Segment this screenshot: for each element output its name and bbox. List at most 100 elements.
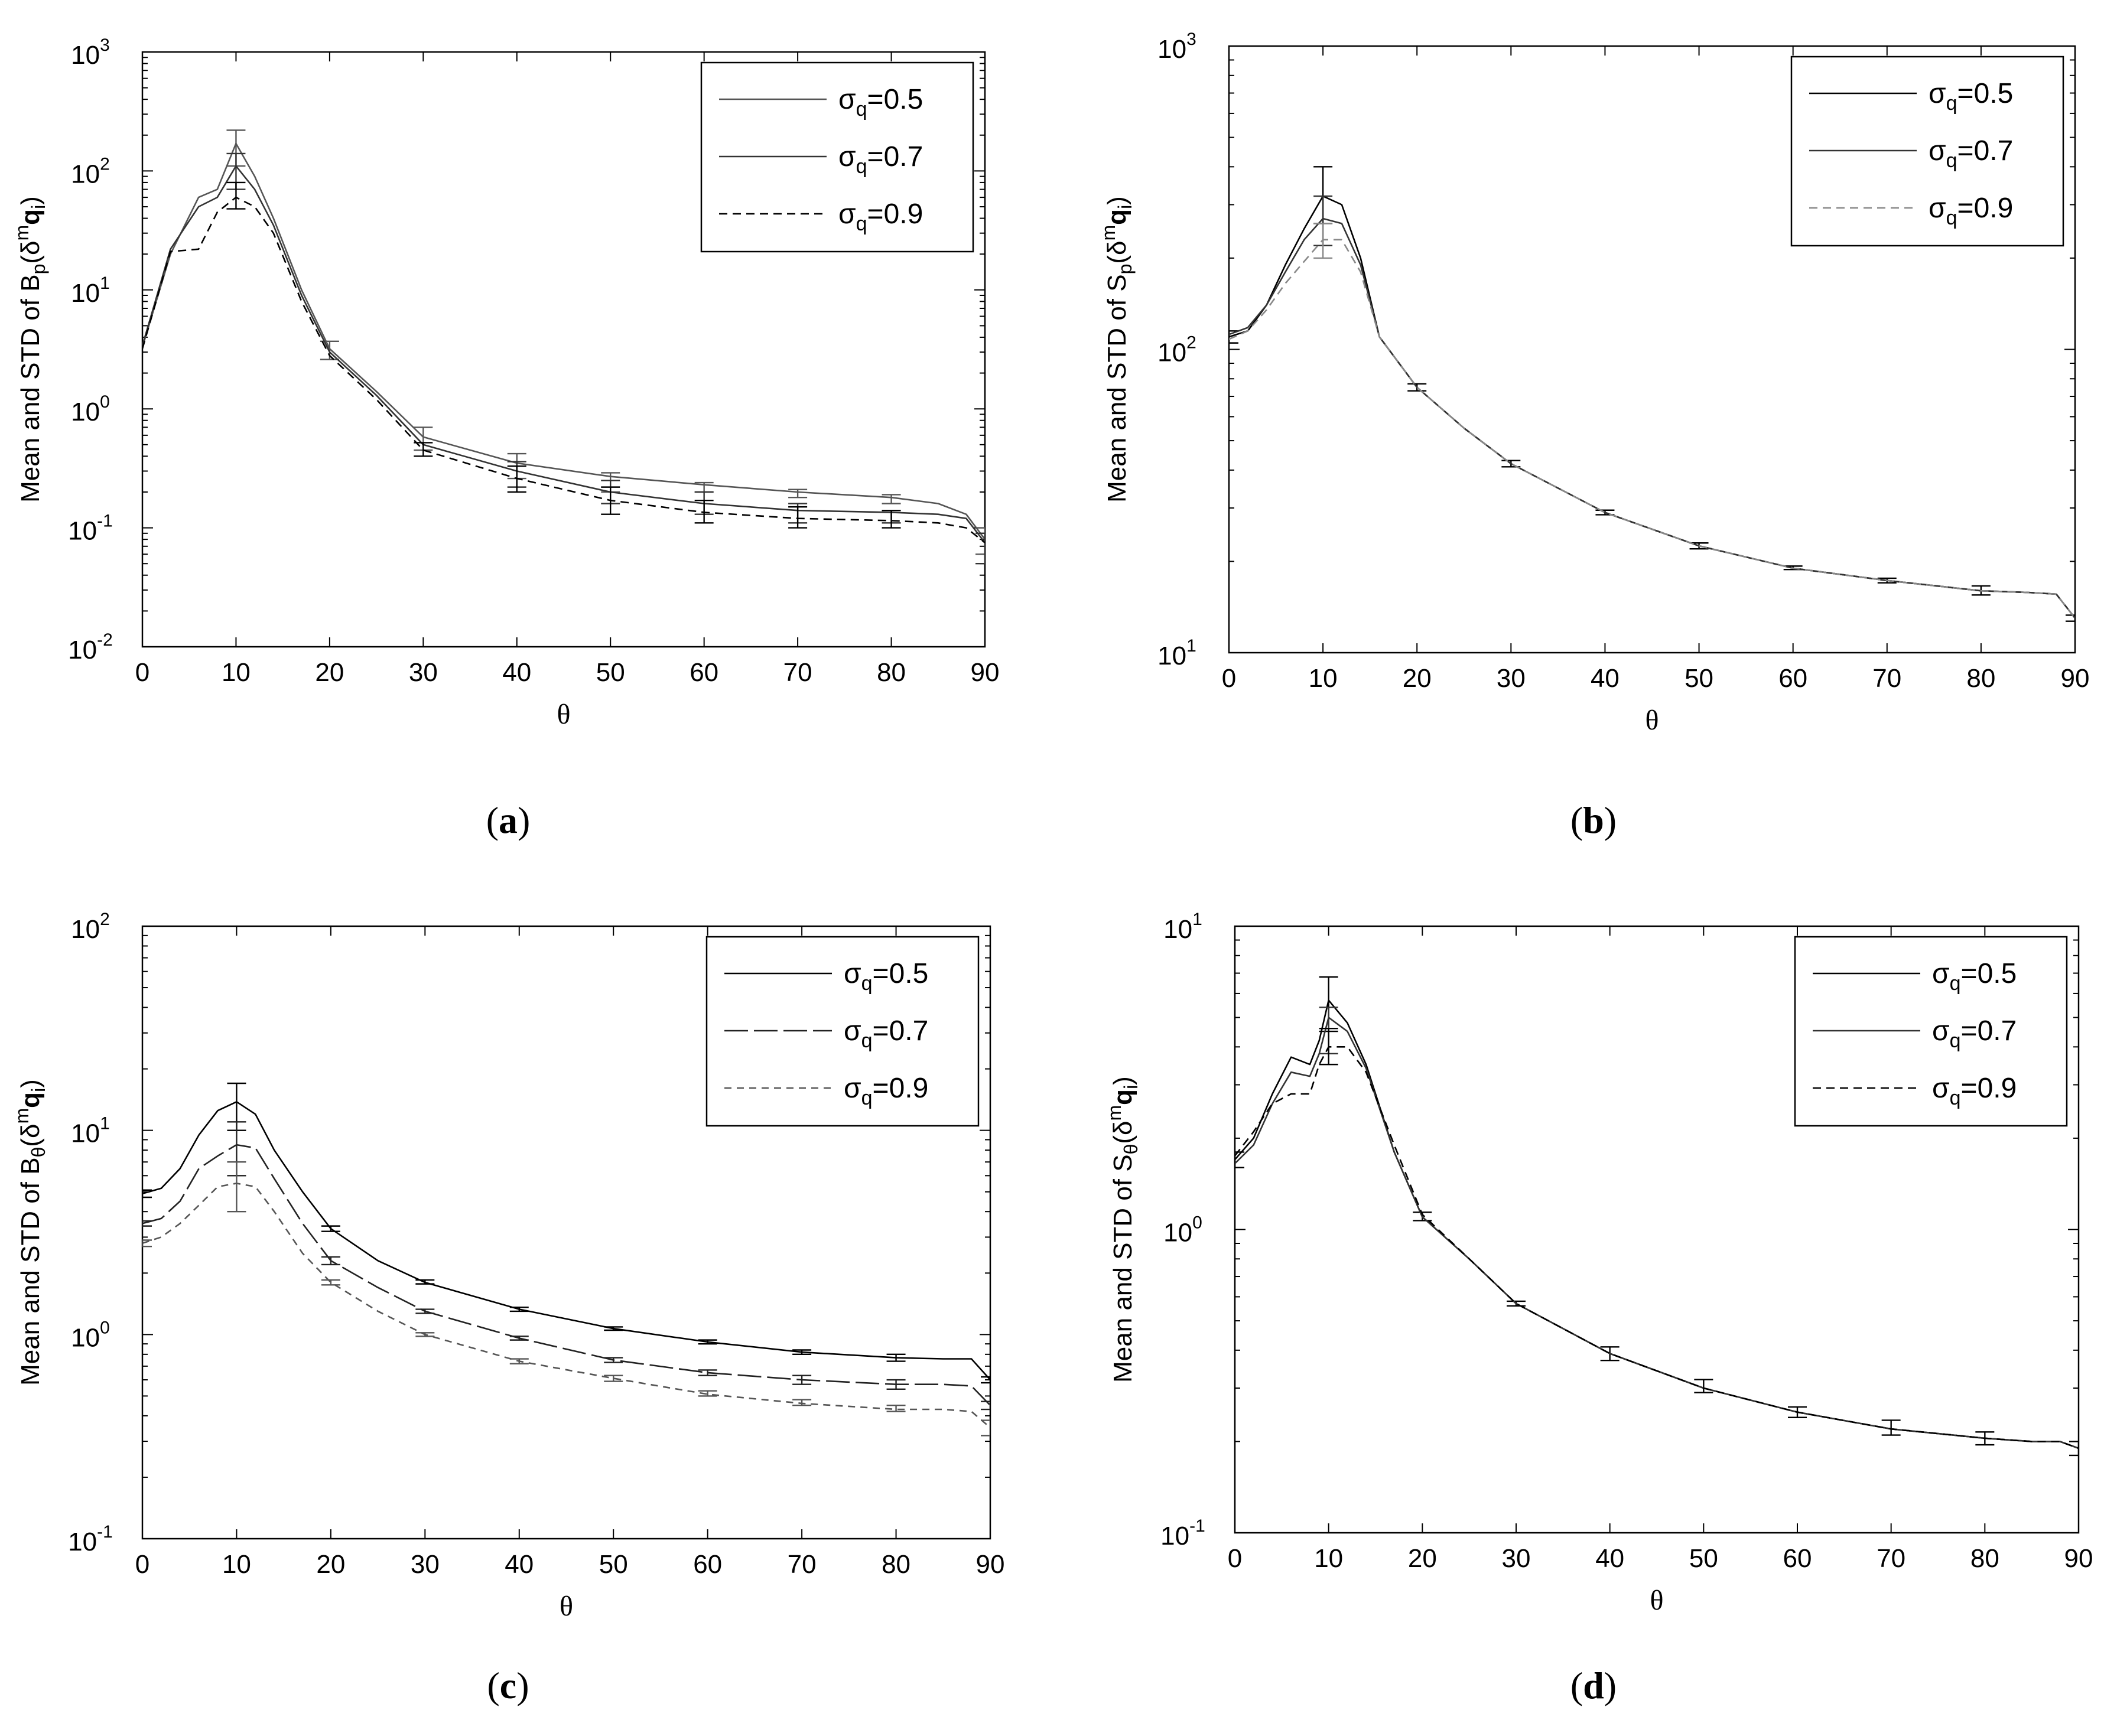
- x-tick-label: 50: [599, 1550, 628, 1579]
- series-3: [142, 181, 985, 543]
- x-tick-label: 40: [1595, 1544, 1624, 1573]
- legend-entry: σq=0.9: [1929, 193, 2013, 229]
- x-tick-label: 0: [135, 1550, 149, 1579]
- legend-entry: σq=0.9: [838, 198, 923, 235]
- x-tick-label: 60: [1783, 1544, 1812, 1573]
- y-tick-label: 103: [71, 35, 110, 70]
- x-axis-label: θ: [1650, 1585, 1664, 1616]
- x-axis-label: θ: [1646, 705, 1659, 736]
- y-tick-label: 101: [1157, 636, 1196, 670]
- x-tick-label: 50: [1689, 1544, 1718, 1573]
- series-2: [142, 1121, 990, 1411]
- x-tick-label: 40: [505, 1550, 534, 1579]
- series-line: [1229, 217, 2075, 619]
- legend: σq=0.5 σq=0.7 σq=0.9: [1790, 56, 2064, 247]
- x-tick-label: 20: [316, 1550, 345, 1579]
- legend-entry: σq=0.5: [1932, 958, 2017, 995]
- panel-c: 0 10 20 30 40 50 60 70 80 90 10-1 100 101 102 θ Mean an…: [11, 910, 1004, 1706]
- x-tick-label: 10: [1309, 664, 1338, 693]
- series-line: [1229, 195, 2075, 619]
- x-tick-label: 30: [1497, 664, 1526, 693]
- y-tick-label: 102: [1157, 333, 1196, 367]
- x-tick-label: 30: [1502, 1544, 1531, 1573]
- x-tick-label: 90: [976, 1550, 1005, 1579]
- legend-entry: σq=0.9: [1932, 1073, 2017, 1109]
- x-tick-label: 10: [222, 658, 251, 687]
- y-tick-label: 103: [1157, 30, 1196, 64]
- series-1: [142, 129, 985, 555]
- y-tick-label: 10-1: [68, 512, 113, 546]
- y-tick-label: 101: [71, 273, 110, 308]
- y-tick-label: 10-2: [68, 630, 113, 665]
- y-axis-label: Mean and STD of Sθ(δmqi): [1104, 1076, 1142, 1383]
- x-tick-label: 20: [1403, 664, 1432, 693]
- y-tick-label: 101: [1163, 910, 1202, 944]
- panel-d: 0 10 20 30 40 50 60 70 80 90 10-1 100 101 θ Mean and S…: [1104, 910, 2093, 1706]
- series-line: [142, 1101, 990, 1380]
- x-tick-label: 70: [1877, 1544, 1905, 1573]
- legend-entry: σq=0.7: [1932, 1015, 2017, 1052]
- x-tick-label: 80: [877, 658, 906, 687]
- y-tick-label: 101: [71, 1114, 110, 1148]
- x-tick-label: 70: [1872, 664, 1901, 693]
- x-tick-label: 80: [1966, 664, 1995, 693]
- legend: σq=0.5 σq=0.7 σq=0.9: [705, 936, 980, 1127]
- y-tick-label: 10-1: [68, 1522, 113, 1556]
- x-tick-label: 80: [1970, 1544, 1999, 1573]
- legend: σq=0.5 σq=0.7 σq=0.9: [700, 61, 974, 253]
- x-tick-label: 90: [2064, 1544, 2093, 1573]
- series-line: [142, 1144, 990, 1406]
- x-tick-label: 40: [502, 658, 531, 687]
- x-tick-label: 90: [971, 658, 1000, 687]
- legend: σq=0.5 σq=0.7 σq=0.9: [1794, 936, 2068, 1127]
- x-tick-label: 10: [1314, 1544, 1343, 1573]
- panel-a: 0 10 20 30 40 50 60 70 80 90 10-2 10-1 100 101 102 103 θ…: [11, 35, 999, 841]
- x-tick-label: 70: [788, 1550, 817, 1579]
- series-line: [1229, 239, 2075, 619]
- plot-frame: [141, 51, 986, 648]
- series-1: [142, 1082, 990, 1384]
- y-axis-label: Mean and STD of Sp(δmqi): [1098, 196, 1136, 503]
- series-line: [142, 1183, 990, 1428]
- panel-label: (b): [1570, 799, 1617, 841]
- x-tick-label: 20: [315, 658, 344, 687]
- y-tick-label: 100: [71, 1318, 110, 1352]
- x-tick-label: 50: [1684, 664, 1713, 693]
- legend-entry: σq=0.5: [844, 958, 928, 995]
- panel-label: (c): [487, 1665, 529, 1706]
- panel-label: (d): [1570, 1665, 1617, 1706]
- x-tick-label: 20: [1408, 1544, 1437, 1573]
- x-tick-label: 40: [1591, 664, 1620, 693]
- x-tick-label: 30: [409, 658, 438, 687]
- x-tick-label: 60: [690, 658, 718, 687]
- legend-entry: σq=0.9: [844, 1073, 928, 1109]
- x-tick-label: 10: [222, 1550, 251, 1579]
- legend-box: [705, 936, 980, 1127]
- plot-frame: [141, 925, 991, 1540]
- panel-b: 0 10 20 30 40 50 60 70 80 90 101 102 103 θ Mean and ST…: [1098, 30, 2089, 841]
- x-tick-label: 0: [1228, 1544, 1242, 1573]
- x-axis-label: θ: [557, 699, 571, 730]
- y-tick-label: 100: [1163, 1213, 1202, 1248]
- legend-entry: σq=0.5: [838, 84, 923, 120]
- x-axis-label: θ: [560, 1591, 573, 1622]
- series-3: [142, 1161, 990, 1437]
- legend-entry: σq=0.7: [1929, 135, 2013, 172]
- x-tick-label: 80: [882, 1550, 910, 1579]
- x-tick-label: 0: [1222, 664, 1236, 693]
- y-tick-label: 102: [71, 154, 110, 188]
- x-tick-label: 0: [135, 658, 149, 687]
- y-tick-label: 102: [71, 910, 110, 944]
- y-axis-label: Mean and STD of Bθ(δmqi): [11, 1079, 49, 1386]
- x-tick-label: 50: [596, 658, 625, 687]
- legend-entry: σq=0.5: [1929, 78, 2013, 115]
- series-3: [1229, 223, 2075, 619]
- series-3: [1235, 1027, 2079, 1450]
- legend-entry: σq=0.7: [838, 141, 923, 178]
- y-tick-label: 10-1: [1160, 1516, 1205, 1551]
- legend-entry: σq=0.7: [844, 1015, 928, 1052]
- x-tick-label: 60: [1778, 664, 1807, 693]
- x-tick-label: 30: [411, 1550, 440, 1579]
